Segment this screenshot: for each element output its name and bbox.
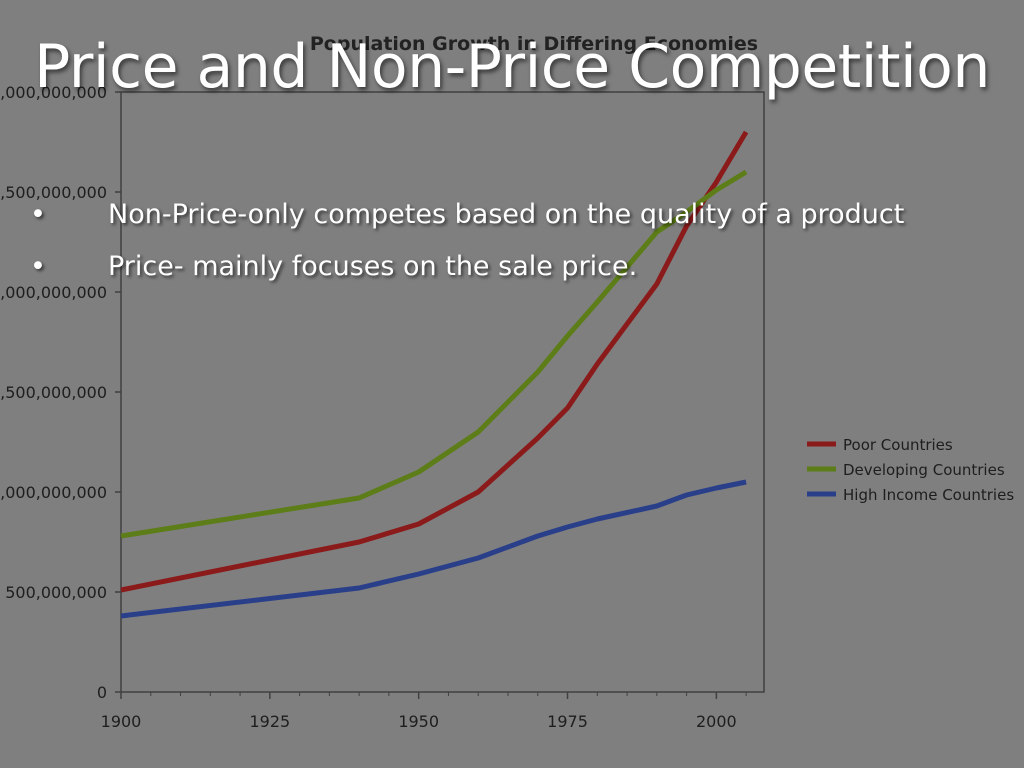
x-tick-label: 1975 bbox=[547, 712, 588, 731]
x-tick-label: 1900 bbox=[101, 712, 142, 731]
y-tick-label: ,000,000,000 bbox=[0, 483, 107, 502]
bullet-marker: • bbox=[30, 199, 46, 230]
bullet-item: • Price- mainly focuses on the sale pric… bbox=[30, 245, 1010, 297]
x-tick-label: 1950 bbox=[398, 712, 439, 731]
series-line bbox=[120, 169, 748, 539]
y-tick-label: 0 bbox=[97, 683, 107, 702]
series-line bbox=[120, 130, 749, 593]
chart-title: Population Growth in Differing Economies bbox=[310, 33, 758, 55]
series-lines bbox=[120, 130, 749, 619]
bullet-list: • Non-Price-only competes based on the q… bbox=[30, 193, 1010, 297]
bullet-text: Non-Price-only competes based on the qua… bbox=[108, 199, 905, 230]
legend-label: Developing Countries bbox=[843, 461, 1005, 479]
x-tick-label: 2000 bbox=[696, 712, 737, 731]
x-tick-label: 1925 bbox=[249, 712, 290, 731]
bullet-marker: • bbox=[30, 251, 46, 282]
legend-label: High Income Countries bbox=[843, 486, 1014, 504]
plot-area bbox=[120, 91, 765, 693]
y-tick-label: ,000,000,000 bbox=[0, 283, 107, 302]
y-axis-ticks: 0 500,000,000 ,000,000,000 ,500,000,000 ,000… bbox=[0, 83, 121, 702]
legend: Poor Countries Developing Countries High I… bbox=[807, 436, 1014, 504]
y-tick-label: ,500,000,000 bbox=[0, 183, 107, 202]
x-axis-ticks: 1900 1925 1950 1975 2000 bbox=[101, 692, 747, 731]
y-tick-label: 500,000,000 bbox=[5, 583, 107, 602]
y-tick-label: ,500,000,000 bbox=[0, 383, 107, 402]
bullet-text: Price- mainly focuses on the sale price. bbox=[108, 251, 638, 282]
series-line bbox=[120, 479, 747, 619]
bullet-item: • Non-Price-only competes based on the q… bbox=[30, 193, 1010, 245]
slide-title: Price and Non-Price Competition bbox=[34, 32, 990, 102]
y-tick-label: ,000,000,000 bbox=[0, 83, 107, 102]
legend-label: Poor Countries bbox=[843, 436, 953, 454]
